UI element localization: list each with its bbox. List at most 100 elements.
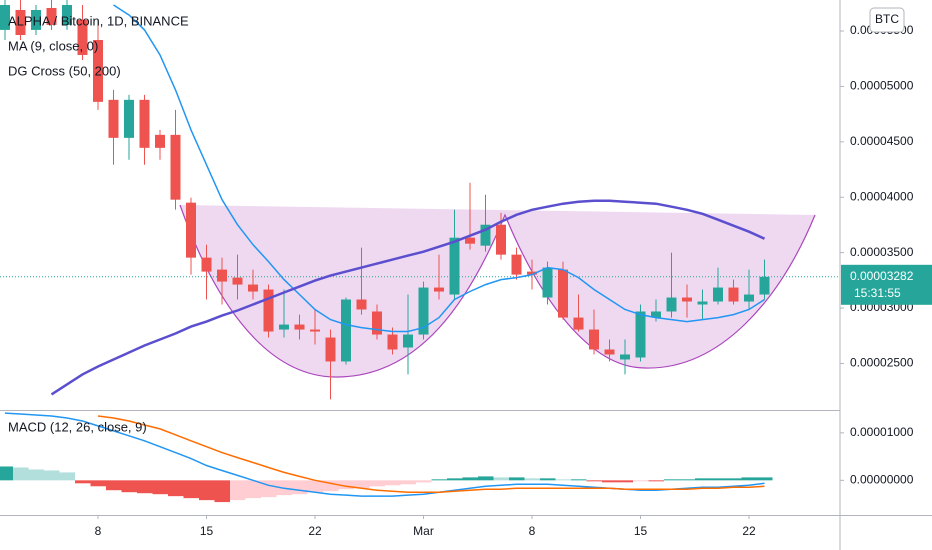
candle-body: [589, 329, 599, 350]
candle-body: [635, 311, 646, 358]
histogram-bar: [385, 480, 401, 486]
indicator-line: [4, 412, 765, 497]
candle-body: [77, 19, 88, 55]
candle-body: [496, 224, 506, 255]
histogram-bar: [416, 480, 432, 483]
histogram-bar: [137, 480, 153, 494]
histogram-bar: [447, 478, 463, 481]
y-tick-label: 0.00005000: [850, 79, 914, 93]
price-pane: [0, 0, 840, 400]
candle-body: [279, 324, 289, 330]
histogram-bar: [28, 469, 44, 481]
candle-body: [744, 294, 754, 302]
pattern-fill: [180, 205, 815, 378]
candle-body: [573, 317, 584, 330]
macd-title: MACD (12, 26, close, 9): [8, 419, 147, 434]
candle-body: [31, 9, 41, 30]
price-tag: [841, 264, 932, 305]
candle-body: [155, 134, 165, 148]
y-tick-label: 0.00001000: [850, 425, 914, 439]
y-tick-label: 0.00000000: [850, 473, 914, 487]
candle-body: [697, 301, 708, 305]
histogram-bar: [493, 477, 509, 481]
macd-pane: [0, 412, 773, 503]
candle-body: [449, 237, 460, 295]
histogram-bar: [710, 478, 726, 481]
legend-entry: MA (9, close, 0): [8, 38, 98, 53]
price-tag-value: 0.00003282: [850, 269, 914, 283]
histogram-bar: [307, 480, 323, 493]
candle-body: [558, 269, 568, 318]
y-tick-label: 0.00004500: [850, 134, 914, 148]
candle-body: [139, 99, 150, 148]
candle-body: [170, 134, 181, 200]
histogram-bar: [106, 480, 122, 491]
histogram-bar: [431, 479, 447, 481]
candle-body: [62, 4, 72, 25]
histogram-bar: [524, 478, 540, 481]
histogram-bar: [214, 480, 230, 503]
histogram-bar: [0, 466, 13, 481]
indicator-line: [50, 199, 766, 396]
histogram-bar: [75, 480, 91, 484]
histogram-bar: [648, 480, 664, 482]
candle-body: [310, 329, 320, 332]
histogram-bar: [400, 480, 416, 485]
candle-body: [465, 237, 475, 244]
candle-body: [294, 324, 305, 330]
currency-badge: [869, 7, 905, 33]
candle-body: [713, 287, 723, 302]
x-tick-label: 8: [95, 524, 102, 538]
histogram-bar: [555, 479, 571, 481]
candle-body: [186, 202, 196, 258]
candle-body: [759, 276, 770, 295]
y-tick-label: 0.00003500: [850, 245, 914, 259]
candle-body: [542, 267, 553, 298]
histogram-bar: [509, 477, 525, 481]
candle-body: [651, 311, 661, 318]
candle-body: [46, 7, 57, 25]
histogram-bar: [602, 480, 618, 483]
candle-body: [666, 297, 677, 312]
histogram-bar: [586, 480, 602, 482]
histogram-bar: [571, 479, 587, 481]
price-tag-countdown: 15:31:55: [854, 286, 901, 300]
histogram-bar: [679, 479, 695, 481]
candle-body: [620, 354, 630, 360]
candle-body: [682, 297, 692, 302]
candle-body: [0, 4, 10, 30]
x-tick-label: 22: [308, 524, 322, 538]
histogram-bar: [354, 480, 370, 489]
candle-body: [527, 271, 537, 275]
candle-body: [232, 277, 243, 285]
candle-body: [108, 99, 119, 138]
histogram-bar: [323, 480, 339, 492]
candle-body: [403, 334, 413, 348]
candle-body: [248, 284, 258, 292]
x-tick-label: 15: [634, 524, 648, 538]
candle-body: [418, 287, 429, 335]
histogram-bar: [168, 480, 184, 497]
histogram-bar: [59, 472, 75, 481]
candle-body: [728, 287, 739, 302]
legend-entry: DG Cross (50, 200): [8, 63, 121, 78]
histogram-bar: [540, 478, 556, 481]
labels: ALPHA / Bitcoin, 1D, BINANCE MA (9, clos…: [8, 7, 932, 538]
candle-body: [434, 287, 444, 292]
histogram-bar: [726, 478, 742, 481]
x-tick-label: 8: [529, 524, 536, 538]
histogram-bar: [741, 477, 757, 481]
candle-body: [124, 99, 134, 138]
y-tick-label: 0.00004000: [850, 189, 914, 203]
histogram-bar: [462, 477, 478, 481]
histogram-bar: [617, 480, 633, 483]
candle-body: [511, 254, 522, 275]
candle-body: [604, 349, 615, 355]
x-tick-label: 22: [742, 524, 756, 538]
histogram-bar: [13, 467, 29, 481]
candle-body: [217, 269, 227, 282]
histogram-bar: [633, 480, 649, 482]
